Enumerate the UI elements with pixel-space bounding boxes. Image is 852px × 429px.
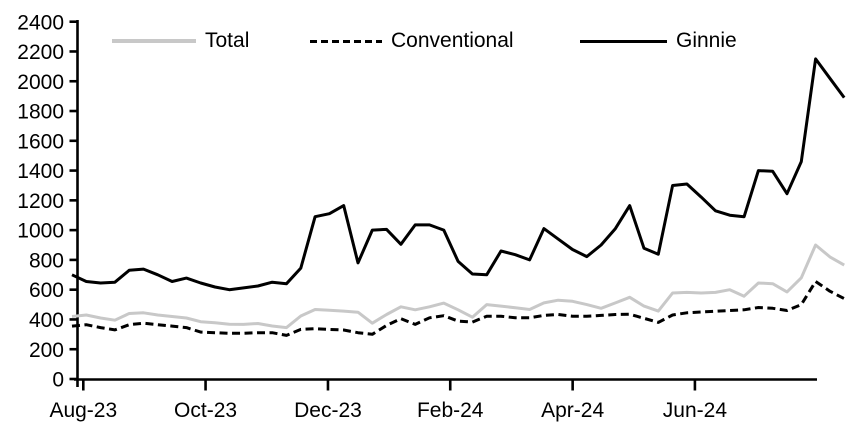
series-line-total [71, 243, 845, 330]
y-tick-label: 800 [29, 249, 64, 272]
x-tick-label: Jun-24 [663, 399, 728, 422]
series-line-ginnie [71, 57, 846, 292]
y-tick-label: 1000 [17, 220, 64, 243]
y-tick-label: 1400 [17, 160, 64, 183]
y-tick-label: 200 [29, 339, 64, 362]
y-tick-label: 2000 [17, 71, 64, 94]
y-tick-label: 2200 [17, 41, 64, 64]
y-tick-label: 0 [52, 369, 64, 392]
y-tick-label: 600 [29, 279, 64, 302]
y-tick-label: 1200 [17, 190, 64, 213]
series-line-conventional [71, 280, 845, 337]
x-tick-label: Aug-23 [49, 399, 117, 422]
x-tick-label: Dec-23 [294, 399, 362, 422]
x-tick-label: Feb-24 [417, 399, 484, 422]
y-tick-label: 400 [29, 309, 64, 332]
x-tick-label: Oct-23 [174, 399, 237, 422]
y-tick-label: 2400 [17, 11, 64, 34]
y-tick-label: 1800 [17, 101, 64, 124]
x-tick-label: Apr-24 [541, 399, 604, 422]
y-tick-label: 1600 [17, 130, 64, 153]
